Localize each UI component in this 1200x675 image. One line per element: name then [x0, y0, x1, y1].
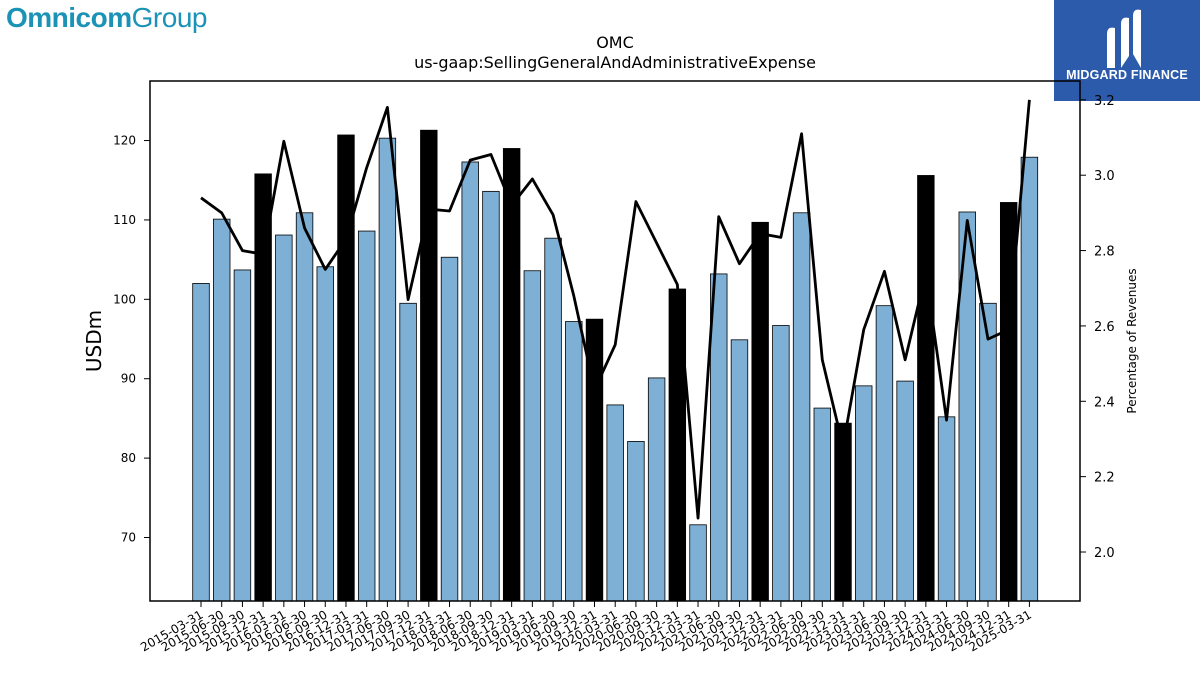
y2-tick-label: 2.0 [1094, 546, 1115, 561]
bar-2016-12-31 [337, 134, 355, 602]
y2-tick-label: 3.0 [1094, 169, 1115, 184]
bar-2020-06-30 [627, 441, 645, 602]
bar-2023-06-30 [875, 305, 894, 602]
bar-2021-09-30 [730, 339, 749, 602]
ratio-line [200, 99, 1031, 520]
bar-2023-09-30 [896, 380, 914, 602]
y-tick-label: 110 [113, 213, 136, 227]
left-axis: 70 80 90 100 110 120 [113, 134, 150, 544]
bar-2021-03-31 [689, 524, 707, 602]
bar-2023-03-31 [855, 385, 873, 602]
y-axis-label: USDm [82, 310, 106, 372]
bar-2020-03-31 [606, 404, 624, 602]
bar-2017-06-30 [378, 137, 397, 602]
bar-2024-09-30 [979, 302, 997, 602]
y2-axis-label: Percentage of Revenues [1125, 268, 1139, 413]
bar-2018-09-30 [482, 190, 500, 602]
y2-tick-label: 3.2 [1094, 94, 1115, 109]
midgard-finance-label: MIDGARD FINANCE [1066, 68, 1188, 82]
bar-2021-12-31 [751, 221, 769, 602]
y-tick-label: 90 [121, 372, 136, 386]
bar-2018-12-31 [502, 148, 521, 602]
bars-layer [192, 129, 1039, 602]
bar-2025-03-31 [1020, 156, 1039, 602]
bar-2016-03-31 [275, 234, 293, 602]
bar-2021-06-30 [710, 273, 728, 602]
bar-2022-06-30 [792, 212, 811, 602]
bar-2017-03-31 [357, 230, 376, 602]
bar-2018-06-30 [461, 161, 479, 602]
y-tick-label: 100 [113, 292, 136, 306]
y2-tick-label: 2.4 [1094, 395, 1115, 410]
bar-2015-09-30 [233, 269, 252, 602]
bar-2022-03-31 [772, 325, 790, 602]
midgard-finance-logo: MIDGARD FINANCE [1054, 0, 1200, 101]
bar-2015-12-31 [254, 173, 272, 602]
midgard-emblem-icon [1107, 9, 1141, 68]
chart-title: OMC [596, 33, 634, 52]
bar-2022-12-31 [834, 422, 852, 602]
bar-2015-03-31 [192, 283, 210, 602]
y-tick-label: 120 [113, 134, 136, 148]
bar-2019-03-31 [523, 270, 542, 602]
right-axis: 2.0 2.2 2.4 2.6 2.8 3.0 3.2 [1080, 94, 1115, 561]
y-tick-label: 70 [121, 530, 136, 544]
y2-tick-label: 2.8 [1094, 245, 1115, 260]
bar-2016-09-30 [316, 266, 334, 602]
bar-2017-12-31 [420, 129, 438, 602]
bar-2018-03-31 [440, 256, 459, 602]
bar-2015-06-30 [213, 218, 231, 602]
bar-2019-06-30 [544, 237, 562, 602]
y2-tick-label: 2.2 [1094, 471, 1115, 486]
y2-tick-label: 2.6 [1094, 320, 1115, 335]
logo-text-group: Group [131, 2, 208, 33]
chart-subtitle: us-gaap:SellingGeneralAndAdministrativeE… [414, 53, 816, 72]
y-tick-label: 80 [121, 451, 136, 465]
bar-2017-09-30 [399, 302, 417, 602]
omnicom-group-logo: OmnicomGroup [6, 2, 207, 34]
bar-2020-09-30 [647, 377, 666, 602]
bar-2019-09-30 [565, 321, 583, 602]
bar-2023-12-31 [917, 175, 935, 602]
logo-text-omnicom: Omnicom [6, 2, 132, 33]
bar-2016-06-30 [295, 212, 314, 602]
bar-2024-03-31 [937, 416, 956, 602]
bar-2022-09-30 [813, 407, 832, 602]
x-axis: 2015-03-312015-06-302015-09-302015-12-31… [138, 601, 1034, 654]
